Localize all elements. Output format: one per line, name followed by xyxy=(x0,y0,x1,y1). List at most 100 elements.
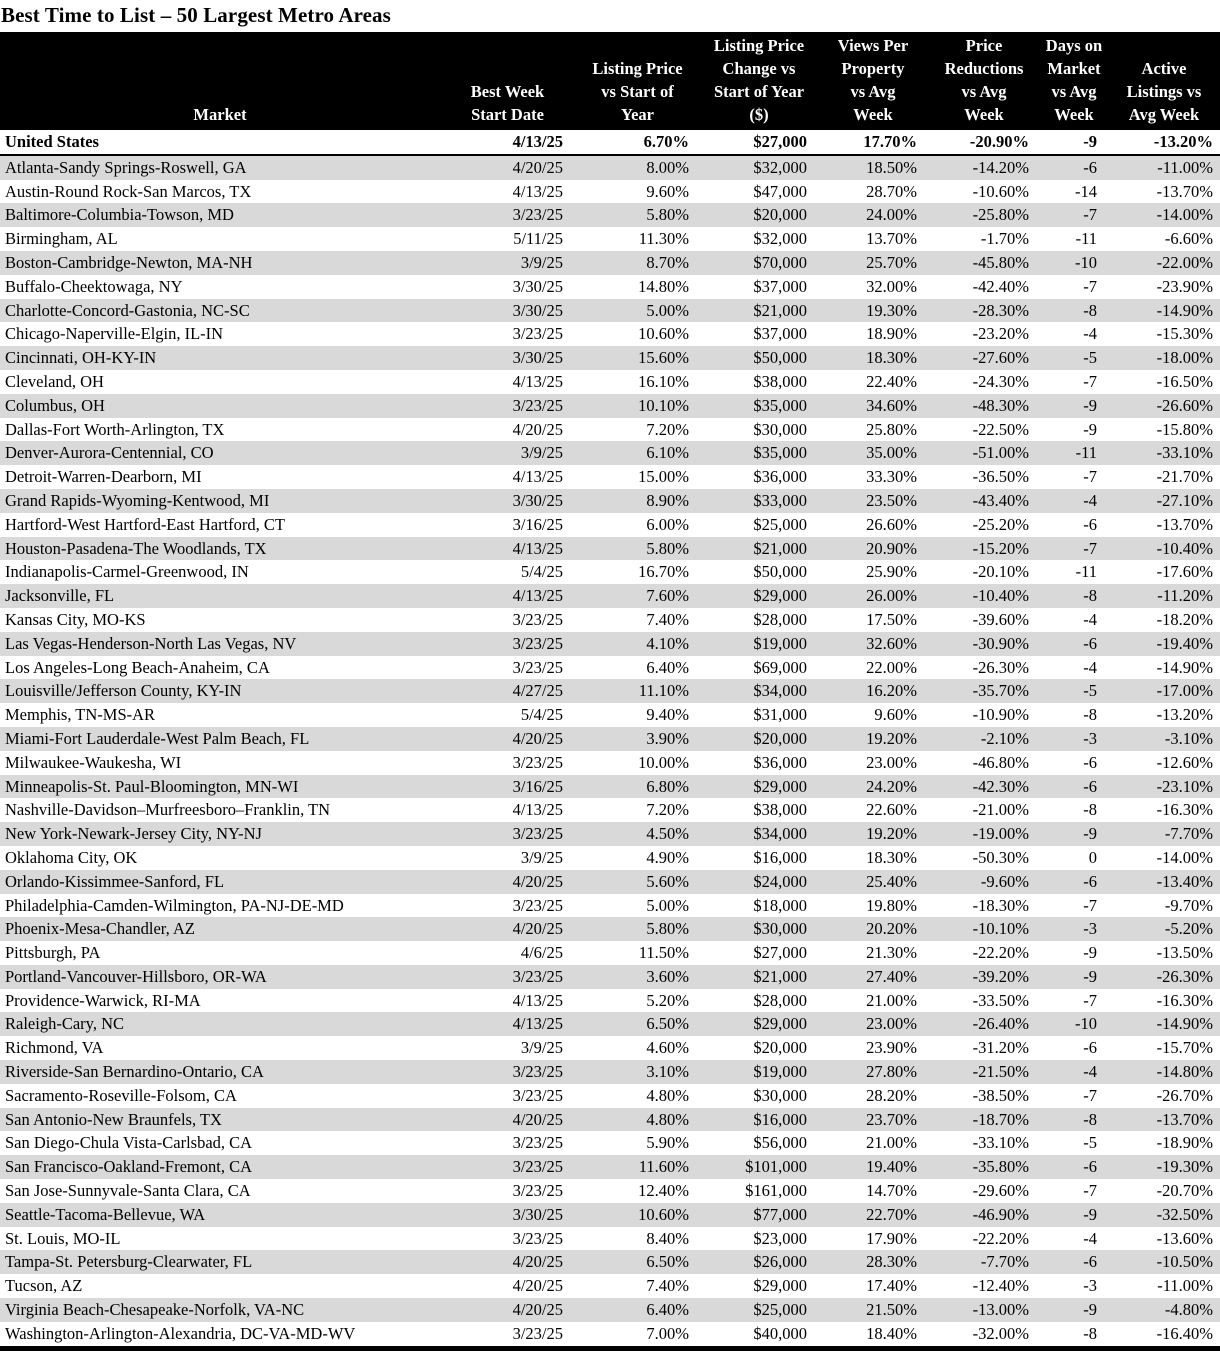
value-cell-listing_price_vs_start_of_year: 6.10% xyxy=(575,441,700,466)
value-cell-views_per_property_vs_avg_week: 22.70% xyxy=(818,1202,928,1227)
value-cell-active_listings_vs_avg_week: -12.60% xyxy=(1156,752,1213,772)
value-cell-best_week_start_date: 4/13/25 xyxy=(440,130,575,156)
value-cell-active_listings_vs_avg_week: -11.20% xyxy=(1108,584,1220,608)
value-cell-listing_price_change_vs_start_of_year: $34,000 xyxy=(700,822,818,846)
market-cell: Milwaukee-Waukesha, WI xyxy=(5,752,182,772)
value-cell-listing_price_vs_start_of_year: 3.10% xyxy=(575,1060,700,1084)
value-cell-best_week_start_date: 3/16/25 xyxy=(440,774,575,799)
value-cell-listing_price_change_vs_start_of_year: $28,000 xyxy=(753,609,807,629)
value-cell-price_reductions_vs_avg_week: -23.20% xyxy=(972,324,1029,344)
value-cell-listing_price_vs_start_of_year: 6.50% xyxy=(575,1250,700,1275)
value-cell-days_on_market_vs_avg_week: -10 xyxy=(1040,250,1108,275)
value-cell-views_per_property_vs_avg_week: 20.20% xyxy=(818,917,928,942)
value-cell-views_per_property_vs_avg_week: 25.90% xyxy=(866,562,917,582)
value-cell-active_listings_vs_avg_week: -18.20% xyxy=(1156,609,1213,629)
value-cell-best_week_start_date: 3/16/25 xyxy=(512,514,563,534)
value-cell-listing_price_change_vs_start_of_year: $32,000 xyxy=(753,229,807,249)
value-cell-days_on_market_vs_avg_week: -6 xyxy=(1040,869,1108,894)
value-cell-days_on_market_vs_avg_week: -7 xyxy=(1040,536,1108,561)
value-cell-best_week_start_date: 4/13/25 xyxy=(440,536,575,561)
market-cell: New York-Newark-Jersey City, NY-NJ xyxy=(0,822,440,846)
table-row: Nashville-Davidson–Murfreesboro–Franklin… xyxy=(0,798,1220,822)
market-cell: Denver-Aurora-Centennial, CO xyxy=(0,441,440,466)
value-cell-listing_price_vs_start_of_year: 4.60% xyxy=(646,1038,689,1058)
value-cell-listing_price_vs_start_of_year: 7.40% xyxy=(646,609,689,629)
value-cell-listing_price_vs_start_of_year: 7.60% xyxy=(575,584,700,608)
value-cell-price_reductions_vs_avg_week: -26.30% xyxy=(972,657,1029,677)
value-cell-best_week_start_date: 3/9/25 xyxy=(520,1038,563,1058)
value-cell-listing_price_change_vs_start_of_year: $16,000 xyxy=(700,1107,818,1132)
value-cell-listing_price_change_vs_start_of_year: $23,000 xyxy=(753,1228,807,1248)
value-cell-views_per_property_vs_avg_week: 19.20% xyxy=(818,726,928,751)
value-cell-views_per_property_vs_avg_week: 25.80% xyxy=(866,419,917,439)
market-cell: Richmond, VA xyxy=(5,1038,104,1058)
value-cell-days_on_market_vs_avg_week: -7 xyxy=(1083,467,1097,487)
value-cell-price_reductions_vs_avg_week: -29.60% xyxy=(972,1181,1029,1201)
value-cell-views_per_property_vs_avg_week: 18.50% xyxy=(818,154,928,180)
table-row: Phoenix-Mesa-Chandler, AZ 4/20/25 5.80% $30… xyxy=(0,917,1220,942)
value-cell-price_reductions_vs_avg_week: -25.80% xyxy=(928,203,1040,228)
value-cell-price_reductions_vs_avg_week: -20.90% xyxy=(928,130,1040,156)
value-cell-days_on_market_vs_avg_week: -11 xyxy=(1075,229,1097,249)
value-cell-views_per_property_vs_avg_week: 23.70% xyxy=(818,1107,928,1132)
value-cell-days_on_market_vs_avg_week: -9 xyxy=(1040,130,1108,156)
value-cell-views_per_property_vs_avg_week: 26.60% xyxy=(866,514,917,534)
value-cell-active_listings_vs_avg_week: -4.80% xyxy=(1108,1298,1220,1322)
value-cell-active_listings_vs_avg_week: -14.00% xyxy=(1156,847,1213,867)
value-cell-days_on_market_vs_avg_week: -7 xyxy=(1040,203,1108,228)
page-title: Best Time to List – 50 Largest Metro Are… xyxy=(1,3,391,27)
value-cell-views_per_property_vs_avg_week: 19.40% xyxy=(818,1155,928,1180)
value-cell-days_on_market_vs_avg_week: -7 xyxy=(1083,990,1097,1010)
market-cell: Austin-Round Rock-San Marcos, TX xyxy=(5,181,252,201)
table-row: Cleveland, OH 4/13/25 16.10% $38,000 22.40% -… xyxy=(0,370,1220,394)
value-cell-active_listings_vs_avg_week: -15.70% xyxy=(1156,1038,1213,1058)
value-cell-listing_price_change_vs_start_of_year: $37,000 xyxy=(753,276,807,296)
value-cell-active_listings_vs_avg_week: -6.60% xyxy=(1164,229,1213,249)
market-cell: Oklahoma City, OK xyxy=(5,847,138,867)
value-cell-price_reductions_vs_avg_week: -38.50% xyxy=(972,1085,1029,1105)
value-cell-best_week_start_date: 3/30/25 xyxy=(440,488,575,513)
value-cell-listing_price_change_vs_start_of_year: $36,000 xyxy=(753,467,807,487)
value-cell-views_per_property_vs_avg_week: 23.00% xyxy=(866,752,917,772)
value-cell-views_per_property_vs_avg_week: 28.30% xyxy=(818,1250,928,1275)
value-cell-listing_price_change_vs_start_of_year: $21,000 xyxy=(700,298,818,323)
value-cell-price_reductions_vs_avg_week: -35.80% xyxy=(928,1155,1040,1180)
column-header-active_listings_vs_avg_week: Active Listings vs Avg Week xyxy=(1108,32,1220,130)
value-cell-listing_price_vs_start_of_year: 3.90% xyxy=(575,726,700,751)
market-cell: United States xyxy=(0,130,440,156)
value-cell-views_per_property_vs_avg_week: 17.70% xyxy=(818,130,928,156)
value-cell-price_reductions_vs_avg_week: -31.20% xyxy=(972,1038,1029,1058)
market-cell: Louisville/Jefferson County, KY-IN xyxy=(0,679,440,704)
value-cell-best_week_start_date: 4/20/25 xyxy=(512,1276,563,1296)
value-cell-best_week_start_date: 4/6/25 xyxy=(520,943,563,963)
value-cell-views_per_property_vs_avg_week: 16.20% xyxy=(818,679,928,704)
value-cell-best_week_start_date: 3/23/25 xyxy=(440,393,575,418)
value-cell-best_week_start_date: 5/4/25 xyxy=(520,562,563,582)
value-cell-active_listings_vs_avg_week: -13.70% xyxy=(1156,181,1213,201)
value-cell-views_per_property_vs_avg_week: 17.90% xyxy=(866,1228,917,1248)
value-cell-price_reductions_vs_avg_week: -39.20% xyxy=(928,964,1040,989)
value-cell-active_listings_vs_avg_week: -5.20% xyxy=(1108,917,1220,942)
value-cell-days_on_market_vs_avg_week: -4 xyxy=(1040,1060,1108,1084)
value-cell-active_listings_vs_avg_week: -26.60% xyxy=(1108,393,1220,418)
market-cell: Minneapolis-St. Paul-Bloomington, MN-WI xyxy=(0,774,440,799)
value-cell-listing_price_change_vs_start_of_year: $21,000 xyxy=(700,964,818,989)
market-cell: Tucson, AZ xyxy=(5,1276,83,1296)
value-cell-best_week_start_date: 3/23/25 xyxy=(440,631,575,656)
value-cell-active_listings_vs_avg_week: -16.50% xyxy=(1156,371,1213,391)
table-row: Seattle-Tacoma-Bellevue, WA 3/30/25 10.60%… xyxy=(0,1202,1220,1227)
value-cell-listing_price_change_vs_start_of_year: $19,000 xyxy=(700,1060,818,1084)
value-cell-listing_price_change_vs_start_of_year: $29,000 xyxy=(700,774,818,799)
value-cell-active_listings_vs_avg_week: -9.70% xyxy=(1164,895,1213,915)
value-cell-listing_price_vs_start_of_year: 8.70% xyxy=(575,250,700,275)
value-cell-price_reductions_vs_avg_week: -22.20% xyxy=(972,1228,1029,1248)
value-cell-days_on_market_vs_avg_week: -8 xyxy=(1083,800,1097,820)
value-cell-listing_price_vs_start_of_year: 5.90% xyxy=(646,1133,689,1153)
market-cell: Sacramento-Roseville-Folsom, CA xyxy=(5,1085,237,1105)
market-cell: Washington-Arlington-Alexandria, DC-VA-M… xyxy=(5,1323,356,1343)
value-cell-best_week_start_date: 4/13/25 xyxy=(440,584,575,608)
value-cell-best_week_start_date: 4/20/25 xyxy=(440,726,575,751)
table-body: United States 4/13/25 6.70% $27,000 17.70% -2… xyxy=(0,130,1220,1348)
value-cell-active_listings_vs_avg_week: -17.60% xyxy=(1156,562,1213,582)
value-cell-listing_price_change_vs_start_of_year: $38,000 xyxy=(753,371,807,391)
